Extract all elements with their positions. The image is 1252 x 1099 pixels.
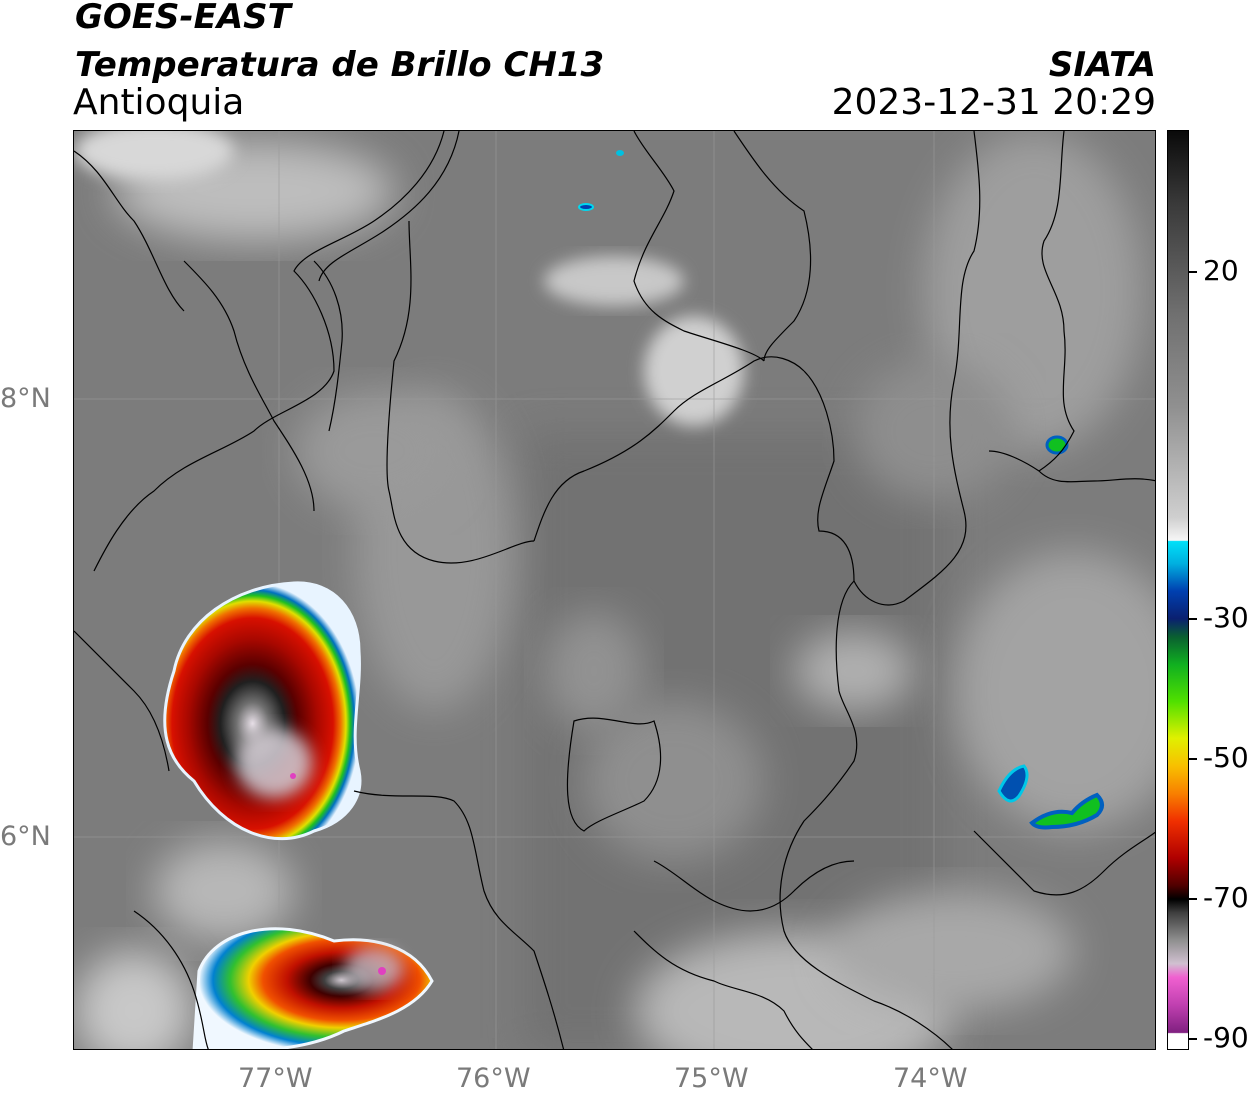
colorbar-gradient bbox=[1168, 131, 1188, 1049]
colorbar-label: -90 bbox=[1203, 1021, 1249, 1054]
lon-tick-label: 75°W bbox=[674, 1063, 749, 1094]
colorbar-tick bbox=[1189, 1038, 1197, 1040]
satellite-map[interactable] bbox=[73, 130, 1156, 1050]
lat-tick-label: 6°N bbox=[0, 821, 51, 852]
boundaries bbox=[74, 131, 1155, 1049]
lon-tick-label: 74°W bbox=[893, 1063, 968, 1094]
cloud-texture bbox=[74, 131, 1155, 1049]
colorbar bbox=[1167, 130, 1189, 1050]
map-canvas bbox=[74, 131, 1155, 1049]
colorbar-tick bbox=[1189, 618, 1197, 620]
lon-tick-label: 76°W bbox=[456, 1063, 531, 1094]
cold-spots bbox=[578, 150, 1104, 830]
storm-cell-west bbox=[163, 581, 362, 841]
colorbar-tick bbox=[1189, 271, 1197, 273]
brand-label: SIATA bbox=[1048, 45, 1156, 85]
colorbar-label: -30 bbox=[1203, 601, 1249, 634]
colorbar-tick bbox=[1189, 758, 1197, 760]
title-region: Antioquia bbox=[73, 82, 245, 123]
colorbar-label: -70 bbox=[1203, 881, 1249, 914]
datetime-label: 2023-12-31 20:29 bbox=[831, 82, 1156, 123]
lat-tick-label: 8°N bbox=[0, 383, 51, 414]
title-product: Temperatura de Brillo CH13 bbox=[75, 45, 605, 85]
gridlines bbox=[74, 131, 1155, 1049]
colorbar-tick bbox=[1189, 898, 1197, 900]
colorbar-label: 20 bbox=[1203, 254, 1239, 287]
lon-tick-label: 77°W bbox=[238, 1063, 313, 1094]
colorbar-label: -50 bbox=[1203, 741, 1249, 774]
title-satellite: GOES-EAST bbox=[75, 0, 291, 37]
